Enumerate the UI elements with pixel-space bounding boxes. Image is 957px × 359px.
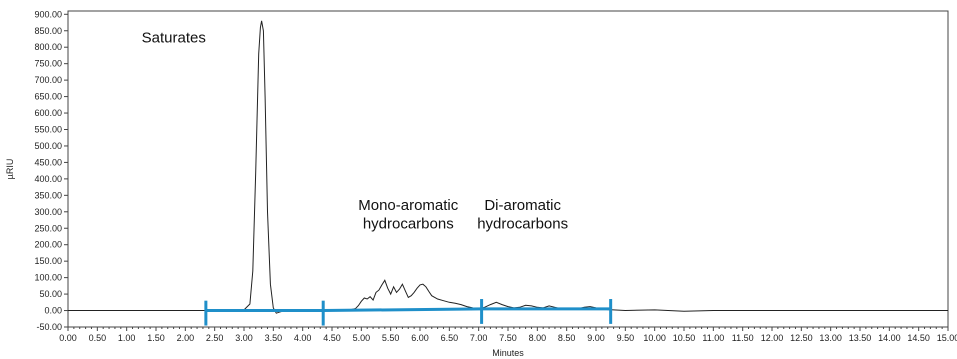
y-tick-label: 250.00: [34, 223, 62, 233]
y-tick-label: 800.00: [34, 42, 62, 52]
y-tick-label: 850.00: [34, 26, 62, 36]
baseline-segment: [323, 307, 482, 313]
y-tick-label: 500.00: [34, 141, 62, 151]
x-tick-label: 9.50: [617, 333, 635, 343]
y-tick-label: 400.00: [34, 174, 62, 184]
x-tick-label: 2.00: [177, 333, 195, 343]
peak-annotations: SaturatesMono-aromatichydrocarbonsDi-aro…: [142, 29, 568, 232]
x-tick-label: 7.00: [470, 333, 488, 343]
x-axis: 0.00 0.50 1.00 1.50 2.00 2.50 3.00 3.50 4.00 4.50…: [59, 327, 957, 343]
y-tick-label: 150.00: [34, 256, 62, 266]
x-tick-label: 5.00: [353, 333, 371, 343]
y-tick-label: 100.00: [34, 273, 62, 283]
y-tick-label: -50.00: [36, 322, 62, 332]
x-axis-title: Minutes: [492, 348, 524, 358]
x-tick-label: 3.50: [265, 333, 283, 343]
x-tick-label: 6.00: [411, 333, 429, 343]
x-tick-label: 14.50: [907, 333, 930, 343]
plot-frame: [67, 10, 949, 328]
x-tick-label: 11.50: [732, 333, 754, 343]
y-tick-label: 0.00: [44, 306, 62, 316]
x-tick-label: 8.00: [529, 333, 547, 343]
x-tick-label: 10.50: [673, 333, 696, 343]
annotation-label: Mono-aromatic: [358, 197, 459, 214]
x-tick-label: 5.50: [382, 333, 400, 343]
x-tick-label: 1.00: [118, 333, 136, 343]
x-tick-label: 1.50: [147, 333, 165, 343]
annotation-label: hydrocarbons: [477, 215, 568, 232]
x-tick-label: 13.00: [819, 333, 842, 343]
annotation-label: hydrocarbons: [363, 215, 454, 232]
y-tick-label: 750.00: [34, 59, 62, 69]
x-tick-label: 4.50: [323, 333, 341, 343]
annotation-label: Saturates: [142, 29, 206, 46]
x-tick-label: 11.00: [702, 333, 724, 343]
x-tick-label: 7.50: [499, 333, 517, 343]
y-tick-label: 50.00: [39, 289, 62, 299]
y-tick-label: 700.00: [34, 75, 62, 85]
x-tick-label: 3.00: [235, 333, 253, 343]
x-tick-label: 9.00: [587, 333, 605, 343]
x-tick-label: 6.50: [441, 333, 459, 343]
x-tick-label: 14.00: [878, 333, 901, 343]
x-tick-label: 0.00: [59, 333, 77, 343]
y-tick-label: 600.00: [34, 108, 62, 118]
y-tick-label: 200.00: [34, 240, 62, 250]
y-tick-label: 450.00: [34, 157, 62, 167]
y-tick-label: 900.00: [34, 9, 62, 19]
y-tick-label: 650.00: [34, 92, 62, 102]
x-tick-label: 0.50: [89, 333, 107, 343]
annotation-label: Di-aromatic: [484, 197, 561, 214]
y-tick-label: 300.00: [34, 207, 62, 217]
x-tick-label: 13.50: [849, 333, 872, 343]
y-axis-title: µRIU: [5, 159, 15, 180]
y-tick-label: 550.00: [34, 125, 62, 135]
x-tick-label: 2.50: [206, 333, 224, 343]
x-tick-label: 4.00: [294, 333, 312, 343]
x-tick-label: 10.00: [643, 333, 666, 343]
y-axis: -50.00 0.00 50.00 100.00 150.00 200.00 250.00 3…: [34, 9, 68, 332]
x-tick-label: 8.50: [558, 333, 576, 343]
integration-markers: [204, 299, 613, 326]
x-tick-label: 12.50: [790, 333, 813, 343]
x-tick-label: 15.00: [937, 333, 957, 343]
x-tick-label: 12.00: [761, 333, 784, 343]
y-tick-label: 350.00: [34, 190, 62, 200]
